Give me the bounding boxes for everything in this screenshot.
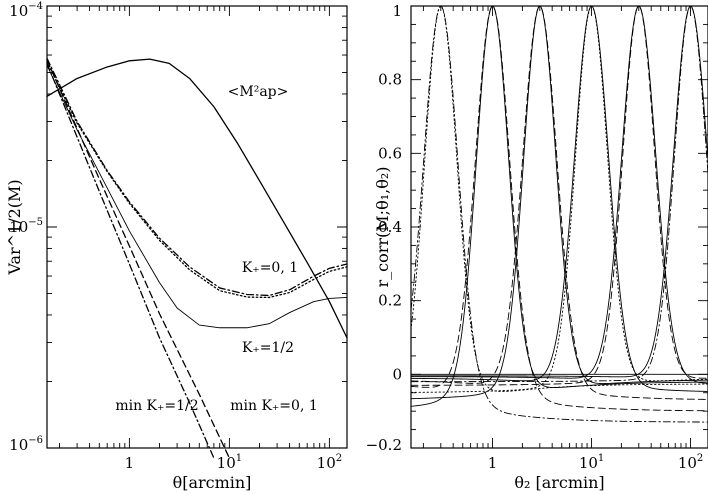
corr-curve-peak-1-1 [411,6,708,412]
left-x-ticklabel: 101 [217,453,242,472]
left-series-2 [46,61,348,299]
right-y-axis-label: r_corr(M;θ₁,θ₂) [373,167,392,288]
left-series-1 [46,57,348,297]
right-y-ticklabel: 0.6 [378,144,402,162]
right-x-ticklabel: 1 [488,454,498,472]
annotation-khalf: K₊=1/2 [242,340,294,356]
annotation-min-k01: min K₊=0, 1 [230,398,318,414]
left-series-3 [46,64,348,329]
right-y-ticklabel: −0.2 [366,436,402,454]
correlation-curves [411,6,708,423]
right-plot-frame [410,5,708,449]
right-y-ticklabel: 0.4 [378,218,402,236]
left-series-4 [46,62,215,459]
right-y-ticklabel: 0 [392,365,402,383]
corr-curve-peak-0-1 [411,6,708,423]
corr-curve-peak-4-1 [411,6,708,384]
annotation-k01: K₊=0, 1 [242,260,298,276]
left-plot-frame [46,5,348,449]
left-x-ticklabel: 1 [125,454,135,472]
right-x-ticklabel: 101 [579,453,604,472]
left-y-ticklabel: 10−4 [9,1,43,20]
corr-curve-peak-3-1 [411,6,708,392]
right-y-ticklabel: 1 [392,2,402,20]
corr-curve-peak-4-0 [411,6,708,386]
corr-curve-peak-1-0 [411,6,708,407]
corr-curve-peak-3-0 [411,6,708,393]
left-panel-variance: 1 101 102 10−4 10−5 10−6 θ[arcmin] Var^1/2(M) <M… [5,1,348,492]
annotation-min-khalf: min K₊=1/2 [115,398,198,414]
left-y-ticklabel: 10−6 [9,435,43,454]
corr-curve-peak-5-1 [411,6,708,378]
left-x-axis-label: θ[arcmin] [173,473,252,492]
right-x-ticklabel: 102 [678,453,703,472]
right-y-ticklabel: 0.2 [378,292,402,310]
right-y-ticklabel: 0.8 [378,71,402,89]
left-y-ticklabel: 10−5 [9,217,43,236]
right-panel-correlation: 1 101 102 −0.2 0 0.2 0.4 0.6 0.8 1 θ₂ [arcmin] r_co… [366,2,708,492]
corr-curve-peak-5-0 [411,6,708,383]
corr-curve-peak-2-0 [411,6,708,400]
left-series-5 [46,59,231,459]
left-x-ticklabel: 102 [317,453,342,472]
right-x-axis-label: θ₂ [arcmin] [514,473,604,492]
corr-curve-peak-2-1 [411,6,708,400]
annotation-map: <M²ap> [228,84,289,100]
left-y-axis-label: Var^1/2(M) [5,179,24,275]
left-series-0 [46,58,348,339]
